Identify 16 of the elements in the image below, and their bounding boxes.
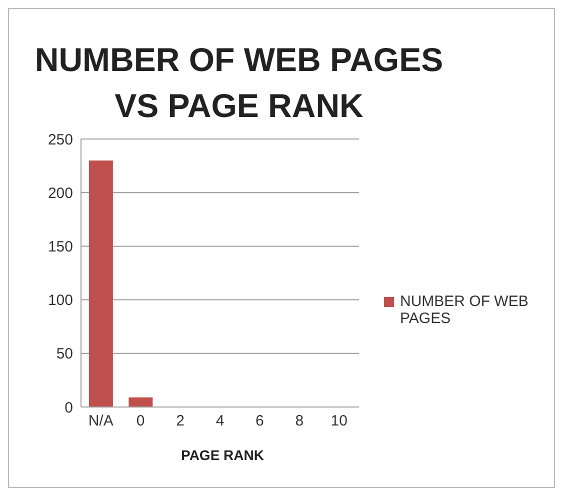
legend-label: NUMBER OF WEB PAGES <box>400 293 530 327</box>
y-tick-label: 100 <box>48 292 73 310</box>
x-tick-label: 10 <box>330 412 348 430</box>
x-axis-title: PAGE RANK <box>180 447 265 463</box>
x-tick-label: 6 <box>256 412 264 430</box>
x-tick-label: 0 <box>136 412 145 430</box>
x-tick-label: N/A <box>88 412 114 430</box>
x-tick-label: 2 <box>176 412 184 430</box>
x-tick-label: 4 <box>216 412 224 430</box>
y-tick-label: 250 <box>48 131 73 148</box>
y-tick-label: 0 <box>64 399 73 416</box>
x-tick-label: 8 <box>295 412 304 430</box>
y-tick-label: 150 <box>48 238 73 256</box>
y-tick-label: 50 <box>56 346 73 363</box>
chart-title: NUMBER OF WEB PAGES VS PAGE RANK <box>34 40 444 126</box>
y-tick-label: 200 <box>48 184 73 202</box>
